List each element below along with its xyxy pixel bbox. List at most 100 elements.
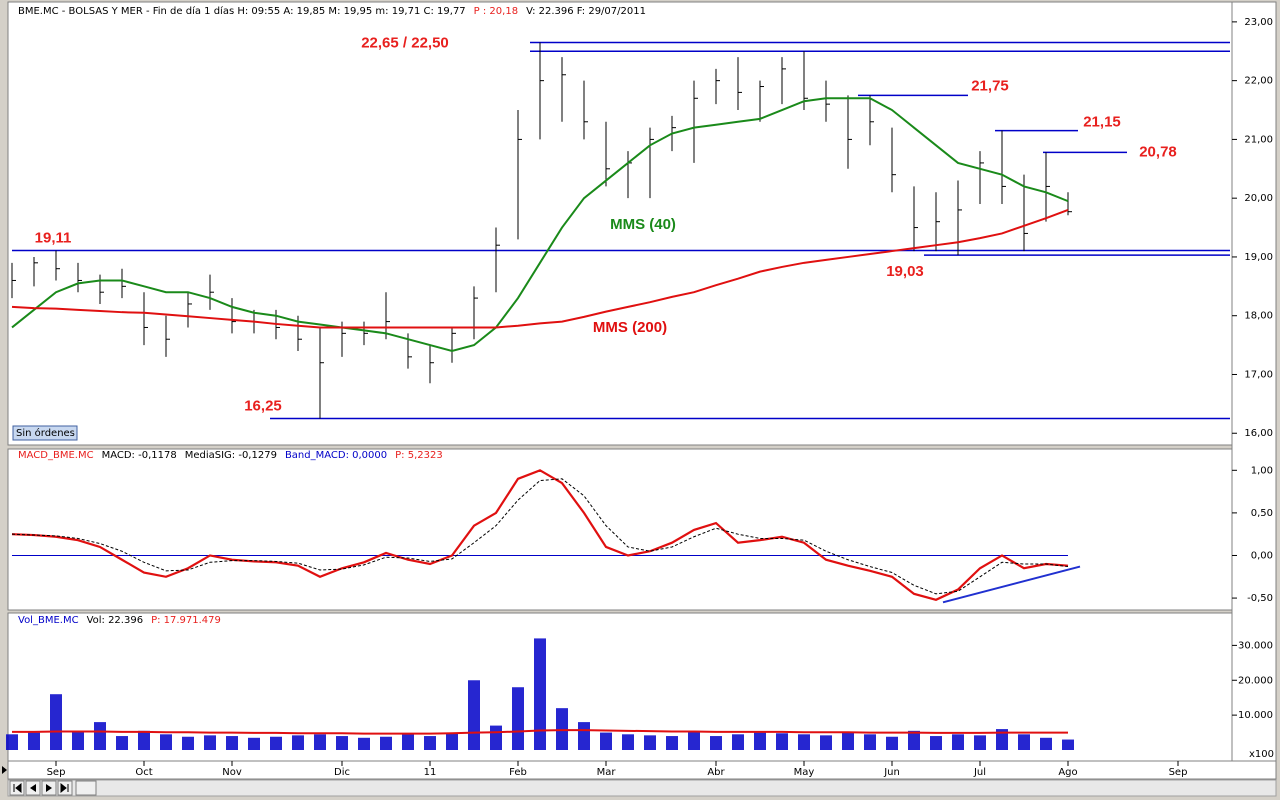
volume-bar [248, 737, 260, 750]
volume-bar [28, 732, 40, 750]
y-tick-label: 21,00 [1244, 134, 1273, 145]
header-part: P: 17.971.479 [151, 615, 221, 626]
x-tick-label: Dic [334, 767, 350, 778]
panel-header: MACD_BME.MC MACD: -0,1178 MediaSIG: -0,127… [18, 450, 443, 461]
volume-bar [666, 736, 678, 750]
volume-bar [512, 687, 524, 750]
level-label: 20,78 [1139, 143, 1177, 160]
volume-bar [710, 736, 722, 750]
y-tick-label: 0,00 [1251, 550, 1273, 561]
indicator-line [11, 478, 1069, 595]
volume-bar [578, 722, 590, 750]
volume-bar [94, 722, 106, 750]
y-tick-label: 17,00 [1244, 369, 1273, 380]
header-part: V: 22.396 F: 29/07/2011 [526, 6, 646, 17]
volume-bar [886, 736, 898, 750]
volume-bar [952, 734, 964, 750]
y-tick-label: 18,00 [1244, 311, 1273, 322]
volume-bar [182, 736, 194, 750]
volume-bar [1040, 737, 1052, 750]
volume-bar [732, 734, 744, 750]
x-tick-label: May [794, 767, 815, 778]
scale-note: x100 [1249, 749, 1274, 760]
volume-bar [864, 734, 876, 750]
volume-bar [358, 737, 370, 750]
y-tick-label: 16,00 [1244, 428, 1273, 439]
volume-bar [160, 734, 172, 750]
header-part: BME.MC - BOLSAS Y MER - Fin de día 1 día… [18, 5, 466, 17]
volume-bar [314, 734, 326, 750]
volume-bar [424, 736, 436, 750]
nav-next[interactable] [41, 780, 57, 796]
nav-prev[interactable] [25, 780, 41, 796]
header-part: Vol_BME.MC [18, 615, 79, 626]
volume-bar [798, 734, 810, 750]
volume-average [12, 729, 1068, 735]
volume-bar [820, 735, 832, 750]
x-tick-label: Mar [597, 767, 617, 778]
scroll-right-arrow[interactable] [2, 766, 7, 774]
level-label: 16,25 [244, 398, 282, 415]
nav-last[interactable] [57, 780, 73, 796]
x-tick-label: Jul [973, 767, 986, 778]
y-tick-label: 30.000 [1238, 640, 1273, 651]
volume-bar [226, 736, 238, 750]
volume-bar [534, 638, 546, 750]
volume-bar [974, 735, 986, 750]
nav-first[interactable] [9, 780, 25, 796]
moving-average [11, 208, 1069, 329]
volume-bar [996, 729, 1008, 750]
panel-header: BME.MC - BOLSAS Y MER - Fin de día 1 día… [18, 5, 646, 17]
level-label: 21,75 [971, 77, 1009, 94]
level-label: 22,65 / 22,50 [361, 34, 449, 51]
x-tick-label: Oct [135, 767, 152, 778]
volume-bar [270, 736, 282, 750]
y-tick-label: 1,00 [1251, 465, 1273, 476]
volume-bar [1018, 734, 1030, 750]
x-tick-label: Ago [1058, 767, 1077, 778]
order-badge[interactable]: Sin órdenes [12, 425, 78, 441]
y-tick-label: 22,00 [1244, 76, 1273, 87]
header-part: MACD_BME.MC [18, 450, 94, 461]
trend-line [942, 565, 1081, 604]
header-part: MediaSIG: -0,1279 [185, 450, 277, 461]
volume-bar [930, 736, 942, 750]
y-tick-label: 20,00 [1244, 193, 1273, 204]
x-tick-label: Nov [222, 767, 242, 778]
header-part: Vol: 22.396 [87, 615, 144, 626]
header-part: P : 20,18 [474, 6, 518, 17]
volume-bar [1062, 739, 1074, 750]
volume-bar [842, 732, 854, 750]
y-tick-label: 10.000 [1238, 710, 1273, 721]
volume-bar [644, 735, 656, 750]
volume-bar [72, 730, 84, 750]
scroll-thumb[interactable] [75, 780, 97, 796]
volume-bar [50, 694, 62, 750]
volume-bar [204, 735, 216, 750]
volume-bar [776, 733, 788, 750]
volume-bar [116, 736, 128, 750]
x-tick-label: Feb [509, 767, 527, 778]
header-part: Band_MACD: 0,0000 [285, 450, 387, 461]
level-label: 19,11 [35, 229, 72, 246]
header-part: P: 5,2323 [395, 450, 443, 461]
series-label: MMS (200) [593, 319, 667, 336]
y-tick-label: 20.000 [1238, 675, 1273, 686]
macd-panel [7, 448, 1233, 611]
x-tick-label: Jun [883, 767, 900, 778]
order-badge-text: Sin órdenes [16, 427, 75, 439]
volume-bar [688, 730, 700, 750]
volume-bar [6, 734, 18, 750]
volume-bar [490, 725, 502, 750]
value-axis-area [1231, 1, 1277, 762]
x-tick-label: Abr [707, 767, 725, 778]
volume-bar [380, 736, 392, 750]
scroll-track [7, 779, 1277, 797]
x-tick-label: 11 [424, 767, 437, 778]
level-label: 21,15 [1083, 114, 1121, 131]
volume-bar [622, 734, 634, 750]
x-tick-label: Sep [47, 767, 66, 778]
volume-bar [908, 730, 920, 750]
axis-cap [1233, 3, 1275, 13]
